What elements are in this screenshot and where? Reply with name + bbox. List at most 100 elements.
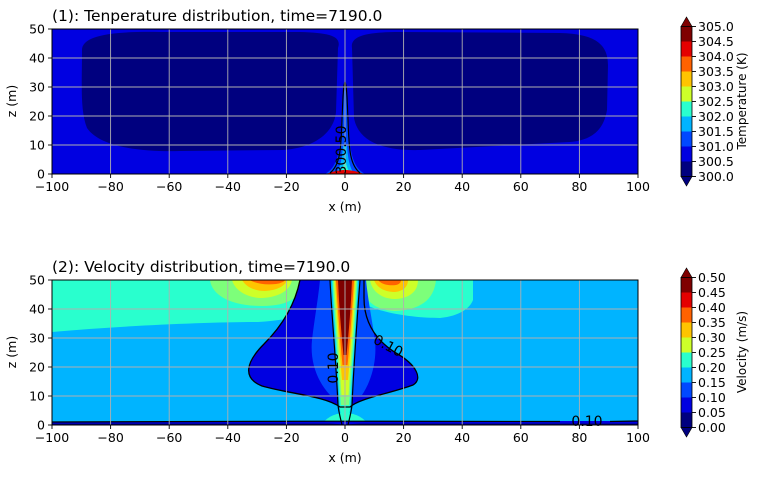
velocity-ytick-label: 10	[29, 389, 45, 404]
velocity-ticks: −100 −80 −60 −40 −20 0 20 40 60 80 100 0 10 20 30 40 50	[29, 273, 650, 446]
temperature-colorbar-band	[681, 116, 692, 132]
temperature-colorbar-tick-label: 304.0	[698, 49, 734, 64]
vel-contour-label-0.10-c: 0.10	[571, 414, 602, 430]
temperature-xtick-label: 40	[454, 179, 470, 194]
temperature-xtick-label: −40	[215, 179, 241, 194]
velocity-xtick-label: −80	[97, 430, 123, 445]
temperature-colorbar-label: Temperature (K)	[735, 52, 749, 150]
temperature-ytick-label: 0	[37, 167, 45, 182]
velocity-ytick-label: 0	[37, 418, 45, 433]
temperature-xtick-label: −80	[97, 179, 123, 194]
temperature-colorbar-extend-min	[680, 176, 693, 187]
temperature-colorbar-tick-label: 300.0	[698, 169, 734, 184]
temperature-colorbar-band	[681, 131, 692, 147]
temperature-colorbar-band	[681, 41, 692, 57]
temperature-colorbar-tick-label: 302.5	[698, 94, 734, 109]
velocity-colorbar-band	[681, 382, 692, 398]
vel-band-0.45-lobe-right	[378, 280, 401, 286]
vel-contour-0.10-jet-right	[347, 280, 361, 425]
vel-contour-0.10-jet-left	[329, 280, 343, 425]
velocity-xtick-label: −40	[215, 430, 241, 445]
temperature-panel: (1): Tenperature distribution, time=7190…	[4, 7, 749, 214]
velocity-colorbar-tick-label: 0.50	[698, 270, 726, 285]
velocity-ylabel: z (m)	[4, 336, 19, 368]
velocity-xlabel: x (m)	[328, 450, 361, 465]
temperature-colorbar-band	[681, 161, 692, 177]
velocity-colorbar: 0.000.050.100.150.200.250.300.350.400.45…	[680, 267, 726, 438]
velocity-xtick-label: 0	[341, 430, 349, 445]
temperature-colorbar-tick-label: 304.5	[698, 34, 734, 49]
velocity-colorbar-band	[681, 367, 692, 383]
velocity-title: (2): Velocity distribution, time=7190.0	[52, 258, 350, 276]
temperature-ytick-label: 20	[29, 109, 45, 124]
velocity-colorbar-band	[681, 322, 692, 338]
temperature-xtick-label: −100	[35, 179, 69, 194]
temperature-ylabel: z (m)	[4, 85, 19, 117]
velocity-xtick-label: −100	[35, 430, 69, 445]
temperature-colorbar-band	[681, 101, 692, 117]
temperature-colorbar-tick-label: 305.0	[698, 19, 734, 34]
temperature-colorbar-band	[681, 86, 692, 102]
velocity-ytick-label: 30	[29, 331, 45, 346]
velocity-xtick-label: 20	[396, 430, 412, 445]
vel-contour-label-0.10-b: 0.10	[326, 352, 342, 383]
velocity-colorbar-band	[681, 307, 692, 323]
velocity-colorbar-band	[681, 397, 692, 413]
velocity-xtick-label: −20	[273, 430, 299, 445]
temperature-colorbar-tick-label: 302.0	[698, 109, 734, 124]
temperature-colorbar-band	[681, 56, 692, 72]
temperature-colorbar-tick-label: 300.5	[698, 154, 734, 169]
temperature-title: (1): Tenperature distribution, time=7190…	[52, 7, 382, 25]
velocity-xtick-label: −60	[156, 430, 182, 445]
temperature-colorbar-band	[681, 71, 692, 87]
temperature-colorbar-tick-label: 303.5	[698, 64, 734, 79]
temperature-xtick-label: 0	[341, 179, 349, 194]
temperature-ytick-label: 50	[29, 22, 45, 37]
velocity-panel: (2): Velocity distribution, time=7190.0	[4, 258, 749, 465]
velocity-colorbar-band	[681, 277, 692, 293]
velocity-ytick-label: 50	[29, 273, 45, 288]
velocity-xtick-label: 60	[513, 430, 529, 445]
velocity-colorbar-tick-label: 0.20	[698, 360, 726, 375]
temperature-xlabel: x (m)	[328, 199, 361, 214]
temp-band-300-low-region-right	[351, 32, 608, 151]
temperature-ticks: −100 −80 −60 −40 −20 0 20 40 60 80 100 0 10 20 30 40 50	[29, 22, 650, 195]
velocity-colorbar-extend-max	[680, 267, 693, 278]
velocity-ytick-label: 40	[29, 302, 45, 317]
temperature-ytick-label: 40	[29, 51, 45, 66]
velocity-colorbar-band	[681, 412, 692, 428]
velocity-colorbar-tick-label: 0.25	[698, 345, 726, 360]
temperature-ytick-label: 30	[29, 80, 45, 95]
temperature-xtick-label: 20	[396, 179, 412, 194]
temperature-colorbar-band	[681, 146, 692, 162]
temp-contour-label-300.50: 300.50	[334, 126, 350, 175]
velocity-colorbar-band	[681, 352, 692, 368]
velocity-colorbar-band	[681, 292, 692, 308]
velocity-colorbar-band	[681, 337, 692, 353]
velocity-colorbar-tick-label: 0.15	[698, 375, 726, 390]
velocity-colorbar-label: Velocity (m/s)	[735, 311, 749, 393]
velocity-colorbar-tick-label: 0.45	[698, 285, 726, 300]
temperature-colorbar-tick-label: 301.5	[698, 124, 734, 139]
temperature-colorbar-tick-label: 301.0	[698, 139, 734, 154]
velocity-colorbar-tick-label: 0.40	[698, 300, 726, 315]
temperature-xtick-label: 60	[513, 179, 529, 194]
vel-contour-0.10-ground	[52, 420, 638, 423]
temperature-xtick-label: −20	[273, 179, 299, 194]
temperature-xtick-label: 80	[571, 179, 587, 194]
velocity-colorbar-tick-label: 0.00	[698, 420, 726, 435]
temperature-colorbar: 300.0300.5301.0301.5302.0302.5303.0303.5…	[680, 16, 734, 187]
temperature-colorbar-band	[681, 26, 692, 42]
velocity-colorbar-extend-min	[680, 427, 693, 438]
velocity-colorbar-tick-label: 0.10	[698, 390, 726, 405]
velocity-xtick-label: 100	[626, 430, 650, 445]
velocity-colorbar-tick-label: 0.05	[698, 405, 726, 420]
velocity-xtick-label: 80	[571, 430, 587, 445]
temperature-xtick-label: −60	[156, 179, 182, 194]
velocity-colorbar-tick-label: 0.35	[698, 315, 726, 330]
vel-band-0.45-lobe-left	[250, 280, 285, 285]
temperature-colorbar-extend-max	[680, 16, 693, 27]
temperature-xtick-label: 100	[626, 179, 650, 194]
temperature-colorbar-tick-label: 303.0	[698, 79, 734, 94]
